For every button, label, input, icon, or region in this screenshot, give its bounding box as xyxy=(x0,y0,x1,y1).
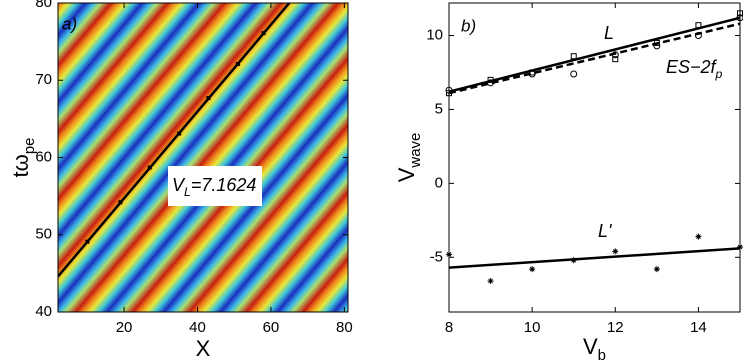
marker-circle xyxy=(694,32,702,40)
y-tick-label: -5 xyxy=(430,248,443,265)
marker-star xyxy=(446,251,452,258)
series-line xyxy=(448,22,741,95)
marker-star xyxy=(737,243,743,250)
marker-square xyxy=(653,39,660,46)
y-axis-label-part: tω xyxy=(8,154,33,177)
plot-frame xyxy=(448,2,741,313)
marker-square xyxy=(446,90,452,97)
x-tick-label: 14 xyxy=(690,319,707,336)
y-tick-label: 60 xyxy=(35,148,52,165)
annotation: VL=7.1624 xyxy=(172,175,256,199)
y-tick-label: 50 xyxy=(35,226,52,243)
marker-square xyxy=(529,69,536,76)
y-tick-label: 10 xyxy=(426,26,443,43)
fit-line xyxy=(58,3,291,278)
y-axis-label-part: V xyxy=(394,167,419,182)
annotation-part: L' xyxy=(598,221,612,241)
fit-point xyxy=(147,165,152,170)
annotation-sub: L xyxy=(184,185,191,199)
fit-point xyxy=(85,239,90,244)
annotation-part: =7.1624 xyxy=(191,175,257,195)
x-tick-label: 8 xyxy=(445,319,453,336)
x-axis-label-part: V xyxy=(583,334,598,359)
panel-label: a) xyxy=(62,14,77,33)
x-axis-label: Vb xyxy=(583,334,606,364)
y-tick-label: 40 xyxy=(35,303,52,320)
annotation-part: V xyxy=(172,175,186,195)
marker-square xyxy=(612,56,619,63)
marker-circle xyxy=(736,14,743,22)
x-axis-label: X xyxy=(196,336,211,361)
fit-point xyxy=(177,131,182,136)
marker-star xyxy=(487,277,494,284)
marker-star xyxy=(612,248,619,255)
fit-point xyxy=(235,62,240,67)
x-tick-label: 12 xyxy=(607,319,624,336)
annotation-part: L xyxy=(604,23,614,43)
annotation-part: ES−2f xyxy=(666,57,718,77)
marker-circle xyxy=(570,70,578,78)
plot-frame xyxy=(57,2,349,313)
y-axis-label: Vwave xyxy=(394,133,425,183)
marker-star xyxy=(570,257,577,264)
marker-star xyxy=(695,233,702,240)
y-axis-label-sub: wave xyxy=(407,133,424,169)
annotation: L' xyxy=(598,221,612,241)
y-tick-label: 0 xyxy=(435,174,443,191)
series-line xyxy=(448,16,741,93)
marker-star xyxy=(653,266,660,273)
x-tick-label: 40 xyxy=(189,319,206,336)
marker-square xyxy=(570,53,577,60)
x-tick-label: 10 xyxy=(524,319,541,336)
y-axis-label-sub: pe xyxy=(21,138,38,155)
fit-point xyxy=(261,31,266,36)
y-tick-label: 80 xyxy=(35,0,52,11)
marker-circle xyxy=(611,51,619,59)
heatmap-field xyxy=(58,3,348,312)
series-line xyxy=(448,247,741,269)
annotation: ES−2fp xyxy=(666,57,723,81)
marker-square xyxy=(487,76,494,83)
annotation-sub: p xyxy=(715,67,723,81)
y-tick-label: 5 xyxy=(435,100,443,117)
y-axis-label: tωpe xyxy=(8,138,39,178)
annotation: L xyxy=(604,23,614,43)
annotation-box xyxy=(168,166,262,206)
fit-point xyxy=(118,200,123,205)
x-tick-label: 60 xyxy=(263,319,280,336)
fit-point xyxy=(206,96,211,101)
x-tick-label: 20 xyxy=(116,319,133,336)
y-tick-label: 70 xyxy=(35,71,52,88)
x-tick-label: 80 xyxy=(336,319,353,336)
marker-square xyxy=(695,22,702,29)
x-axis-label-sub: b xyxy=(598,347,606,364)
marker-star xyxy=(529,266,536,273)
panel-label: b) xyxy=(461,16,476,35)
